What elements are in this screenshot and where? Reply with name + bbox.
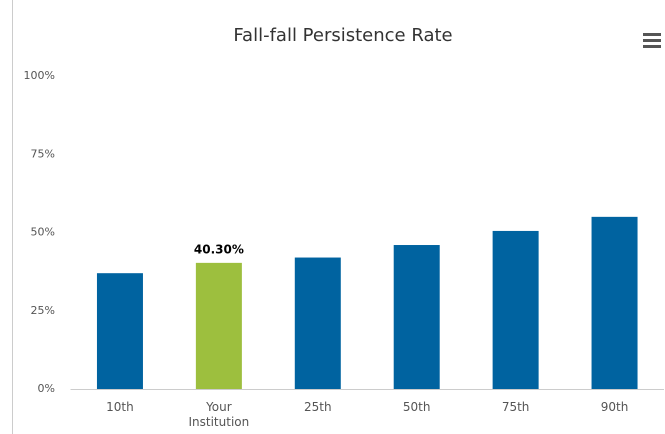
y-tick-label: 100%: [24, 69, 55, 82]
y-tick-label: 25%: [31, 304, 55, 317]
menu-button[interactable]: [643, 33, 661, 48]
data-label: 40.30%: [194, 242, 244, 256]
bar: [591, 216, 638, 389]
bar: [195, 262, 242, 389]
y-tick-label: 75%: [31, 147, 55, 160]
chart-title: Fall-fall Persistence Rate: [233, 25, 452, 46]
menu-icon-bar: [643, 39, 661, 42]
bar: [393, 245, 440, 389]
x-tick-label: Your Institution: [188, 400, 250, 429]
y-tick-label: 50%: [31, 226, 55, 239]
x-tick-label: 25th: [303, 400, 332, 414]
x-tick-label: 75th: [501, 400, 530, 414]
x-tick-label: 50th: [402, 400, 431, 414]
menu-icon-bar: [643, 45, 661, 48]
x-tick-label: 90th: [600, 400, 629, 414]
x-tick-label: 10th: [106, 400, 134, 414]
y-tick-label: 0%: [38, 382, 55, 395]
bar: [492, 230, 539, 389]
menu-icon-bar: [643, 33, 661, 36]
bar: [294, 257, 341, 389]
bar: [96, 273, 143, 389]
